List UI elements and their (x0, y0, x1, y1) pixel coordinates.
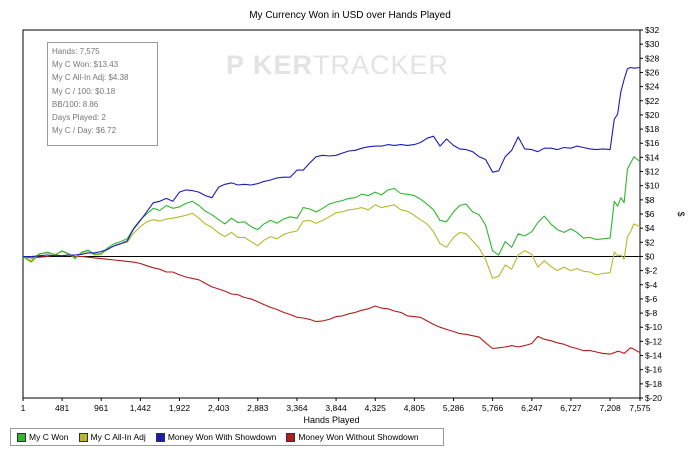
x-tick-label: 481 (55, 403, 69, 413)
stat-my-c-won: My C Won: $13.43 (52, 60, 119, 70)
stat-my-c-per-100: My C / 100: $0.18 (52, 86, 116, 96)
series-line-money-won-with-showdown (23, 66, 641, 258)
y-tick-label: $-6 (645, 294, 658, 304)
stats-box: Hands: 7,575 My C Won: $13.43 My C All-I… (47, 42, 158, 146)
x-tick-label: 1 (21, 403, 26, 413)
y-tick-label: $30 (645, 39, 659, 49)
chart-legend: My C Won My C All-In Adj Money Won With … (10, 428, 444, 446)
y-tick-label: $-2 (645, 266, 658, 276)
pokertracker-watermark-logo: P KERTRACKER (226, 50, 450, 80)
chart-title: My Currency Won in USD over Hands Played (249, 10, 451, 21)
legend-item-all-in-adj[interactable]: My C All-In Adj (78, 432, 146, 442)
y-tick-label: $20 (645, 110, 659, 120)
stat-bb-per-100: BB/100: 8.86 (52, 99, 99, 109)
y-tick-label: $10 (645, 181, 659, 191)
x-tick-label: 961 (94, 403, 108, 413)
y-tick-label: $14 (645, 152, 659, 162)
legend-swatch (286, 432, 296, 442)
y-tick-label: $2 (645, 237, 655, 247)
legend-swatch (155, 432, 165, 442)
series-line-my-c-all-in-adj (22, 204, 641, 279)
x-tick-label: 6,727 (560, 403, 582, 413)
x-tick-label: 1,922 (169, 403, 191, 413)
y-tick-label: $16 (645, 138, 659, 148)
y-tick-label: $-16 (645, 365, 662, 375)
x-tick-label: 2,403 (208, 403, 230, 413)
y-tick-label: $-20 (645, 393, 662, 403)
y-tick-label: $12 (645, 167, 659, 177)
x-tick-label: 7,208 (599, 403, 621, 413)
x-tick-label: 2,883 (247, 403, 269, 413)
x-tick-label: 3,364 (286, 403, 308, 413)
y-tick-label: $-8 (645, 308, 658, 318)
stat-days-played: Days Played: 2 (52, 113, 106, 123)
stat-hands: Hands: 7,575 (52, 47, 100, 56)
x-tick-label: 1,442 (130, 403, 152, 413)
x-tick-label: 7,575 (629, 403, 651, 413)
x-tick-label: 3,844 (325, 403, 347, 413)
y-tick-label: $8 (645, 195, 655, 205)
y-tick-label: $-14 (645, 351, 662, 361)
y-tick-label: $-4 (645, 280, 658, 290)
stat-my-c-per-day: My C / Day: $6.72 (52, 126, 117, 136)
legend-item-without-showdown[interactable]: Money Won Without Showdown (286, 432, 419, 442)
legend-swatch (17, 432, 26, 442)
x-tick-label: 5,766 (482, 403, 504, 413)
y-tick-label: $0 (645, 251, 655, 261)
legend-item-with-showdown[interactable]: Money Won With Showdown (155, 432, 276, 442)
y-tick-label: $22 (645, 96, 659, 106)
y-tick-label: $6 (645, 209, 655, 219)
x-tick-label: 4,325 (365, 403, 387, 413)
x-axis-label: Hands Played (303, 415, 359, 425)
y-tick-label: $28 (645, 53, 659, 63)
legend-item-my-c-won[interactable]: My C Won (17, 432, 69, 442)
y-tick-label: $-12 (645, 336, 662, 346)
x-tick-label: 6,247 (521, 403, 543, 413)
y-tick-label: $18 (645, 124, 659, 134)
y-tick-label: $4 (645, 223, 655, 233)
y-tick-label: $-18 (645, 379, 662, 389)
y-axis-label: $ (676, 211, 686, 216)
y-tick-label: $-10 (645, 322, 662, 332)
legend-swatch (78, 432, 88, 442)
stat-all-in-adj: My C All-In Adj: $4.38 (52, 73, 129, 83)
y-tick-label: $32 (645, 25, 659, 35)
series-line-money-won-without-showdown (22, 254, 641, 355)
x-tick-label: 5,286 (443, 403, 465, 413)
x-tick-label: 4,805 (404, 403, 426, 413)
y-tick-label: $24 (645, 82, 659, 92)
y-tick-label: $26 (645, 67, 659, 77)
